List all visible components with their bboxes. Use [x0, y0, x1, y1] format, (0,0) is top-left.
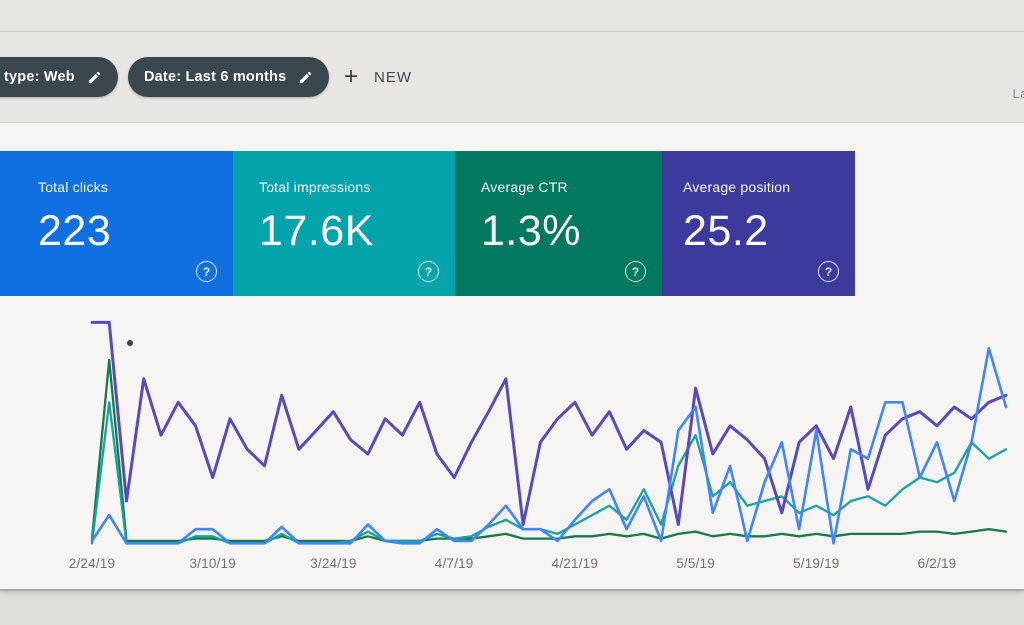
metric-card-total-impressions[interactable]: Total impressions 17.6K ?	[233, 151, 455, 296]
filter-chip-label: Date: Last 6 months	[144, 69, 287, 85]
screen-speck	[127, 340, 133, 346]
filter-chip-search-type[interactable]: type: Web	[0, 57, 118, 97]
x-axis-label: 5/19/19	[793, 556, 840, 571]
metric-value: 1.3%	[481, 207, 582, 255]
x-axis-label: 4/21/19	[551, 556, 599, 571]
performance-line-chart: 2/24/19 3/10/19 3/24/19 4/7/19 4/21/19 5/5/19…	[0, 313, 1024, 583]
metric-value: 223	[38, 207, 112, 255]
x-axis-label: 3/10/19	[189, 556, 236, 571]
metric-label: Average CTR	[481, 179, 568, 195]
metric-card-average-ctr[interactable]: Average CTR 1.3% ?	[455, 151, 662, 296]
new-filter-label: NEW	[374, 68, 413, 86]
filter-toolbar: type: Web Date: Last 6 months + NEW La	[0, 0, 1024, 118]
x-axis-label: 2/24/19	[68, 556, 116, 571]
metric-card-average-position[interactable]: Average position 25.2 ?	[662, 151, 855, 296]
help-icon[interactable]: ?	[625, 261, 646, 282]
last-updated-partial-text: La	[1012, 86, 1024, 101]
pencil-icon[interactable]	[298, 70, 313, 85]
metric-value: 25.2	[683, 207, 769, 255]
top-divider	[0, 31, 1024, 33]
metric-label: Total impressions	[259, 179, 371, 195]
help-icon[interactable]: ?	[196, 261, 217, 282]
help-icon[interactable]: ?	[418, 261, 439, 282]
pencil-icon[interactable]	[87, 70, 102, 85]
x-axis-label: 5/5/19	[676, 556, 715, 571]
line-position	[90, 320, 1008, 526]
plus-icon: +	[344, 63, 359, 90]
x-axis-label: 3/24/19	[310, 556, 357, 571]
metric-label: Average position	[683, 179, 791, 195]
line-ctr	[90, 358, 1008, 543]
performance-panel: Total clicks 223 ? Total impressions 17.…	[0, 122, 1024, 591]
filter-chip-label: type: Web	[4, 69, 75, 85]
metric-card-total-clicks[interactable]: Total clicks 223 ?	[0, 151, 233, 296]
x-axis-label: 6/2/19	[917, 556, 957, 571]
new-filter-button[interactable]: + NEW	[344, 60, 412, 94]
line-clicks	[90, 346, 1008, 545]
help-icon[interactable]: ?	[818, 261, 839, 282]
x-axis-label: 4/7/19	[434, 556, 474, 571]
metric-value: 17.6K	[259, 207, 374, 255]
metric-label: Total clicks	[38, 179, 109, 195]
filter-chip-date[interactable]: Date: Last 6 months	[128, 57, 330, 97]
chart-canvas	[90, 320, 1008, 545]
metric-cards-row: Total clicks 223 ? Total impressions 17.…	[0, 151, 855, 296]
